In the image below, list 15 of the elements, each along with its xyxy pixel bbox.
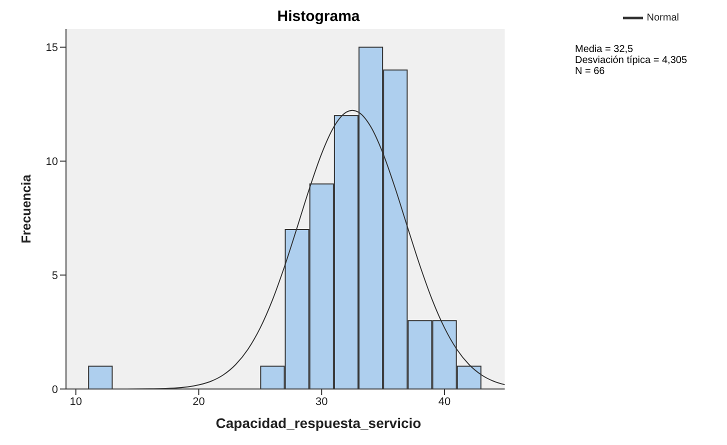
legend-label: Normal: [646, 12, 679, 24]
y-axis-title: Frecuencia: [18, 174, 34, 244]
chart-title: Histograma: [276, 8, 361, 25]
y-tick-label: 0: [52, 384, 58, 396]
x-tick-label: 30: [316, 396, 328, 408]
text: N = 66: [575, 66, 606, 77]
y-tick-label: 5: [52, 270, 58, 282]
text: Media = 32,5: [575, 44, 634, 55]
x-axis-title: Capacidad_respuesta_servicio: [214, 415, 422, 431]
x-tick-label: 10: [70, 396, 82, 408]
x-tick-label: 20: [192, 396, 205, 408]
y-tick-label: 10: [46, 156, 58, 168]
text: Desviación típica = 4,305: [575, 55, 688, 66]
x-tick-label: 40: [438, 396, 451, 408]
y-tick-label: 15: [46, 42, 58, 54]
